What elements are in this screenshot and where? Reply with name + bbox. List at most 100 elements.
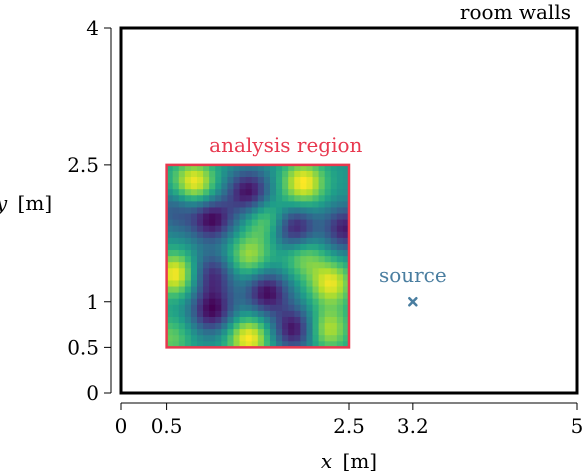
heatmap-cell (312, 286, 320, 294)
heatmap-cell (269, 219, 277, 227)
heatmap-cell (209, 310, 216, 318)
heatmap-cell (166, 201, 174, 209)
heatmap-cell (166, 262, 174, 269)
heatmap-cell (172, 316, 180, 324)
heatmap-cell (288, 341, 295, 348)
heatmap-cell (342, 183, 350, 190)
heatmap-cell (190, 341, 198, 348)
heatmap-cell (251, 189, 259, 196)
heatmap-cell (251, 170, 259, 178)
heatmap-cell (172, 189, 180, 196)
heatmap-cell (324, 213, 332, 221)
heatmap-cell (227, 298, 235, 306)
heatmap-cell (215, 219, 222, 227)
heatmap-cell (233, 177, 241, 184)
heatmap-cell (324, 164, 332, 172)
heatmap-cell (239, 286, 247, 294)
heatmap-cell (166, 183, 174, 190)
heatmap-cell (209, 164, 216, 172)
heatmap-cell (318, 170, 326, 178)
heatmap-cell (251, 310, 259, 318)
heatmap-cell (342, 262, 350, 269)
heatmap-cell (263, 225, 271, 233)
heatmap-cell (276, 298, 283, 306)
heatmap-cell (233, 207, 241, 215)
heatmap-cell (233, 292, 241, 300)
heatmap-cell (215, 183, 222, 190)
heatmap-cell (251, 201, 259, 209)
heatmap-cell (318, 268, 326, 275)
heatmap-cell (300, 183, 308, 190)
heatmap-cell (215, 177, 222, 184)
heatmap-cell (197, 237, 204, 245)
heatmap-cell (221, 243, 228, 251)
heatmap-cell (276, 170, 283, 178)
heatmap-cell (324, 323, 332, 330)
heatmap-cell (209, 298, 216, 306)
heatmap-cell (251, 280, 259, 288)
heatmap-cell (257, 243, 265, 251)
heatmap-cell (209, 201, 216, 209)
heatmap-cell (282, 225, 289, 233)
heatmap-cell (215, 316, 222, 324)
heatmap-cell (245, 243, 253, 251)
heatmap-cell (190, 256, 198, 263)
heatmap-cell (330, 323, 338, 330)
heatmap-cell (251, 243, 259, 251)
heatmap-cell (190, 286, 198, 294)
heatmap-cell (300, 231, 308, 239)
heatmap-cell (342, 341, 350, 348)
heatmap-cell (324, 329, 332, 336)
heatmap-cell (330, 207, 338, 215)
heatmap-cell (221, 310, 228, 318)
heatmap-cell (336, 298, 344, 306)
heatmap-cell (318, 335, 326, 342)
heatmap-cell (184, 310, 192, 318)
heatmap-cell (257, 219, 265, 227)
heatmap-cell (300, 201, 308, 209)
heatmap-cell (263, 195, 271, 202)
heatmap-cell (221, 286, 228, 294)
heatmap-cell (300, 274, 308, 282)
heatmap-cell (257, 316, 265, 324)
heatmap-cell (184, 237, 192, 245)
heatmap-cell (318, 250, 326, 257)
heatmap-cell (324, 256, 332, 263)
heatmap-cell (178, 213, 186, 221)
heatmap-cell (190, 329, 198, 336)
heatmap-cell (172, 304, 180, 312)
x-tick-label: 5 (571, 414, 584, 438)
heatmap-cell (276, 329, 283, 336)
heatmap-cell (221, 262, 228, 269)
heatmap-cell (184, 195, 192, 202)
heatmap-cell (342, 243, 350, 251)
heatmap-cell (276, 274, 283, 282)
heatmap-cell (282, 292, 289, 300)
heatmap-cell (245, 323, 253, 330)
heatmap-cell (312, 177, 320, 184)
heatmap-cell (197, 170, 204, 178)
heatmap-cell (342, 292, 350, 300)
heatmap-cell (336, 274, 344, 282)
heatmap-cell (269, 298, 277, 306)
heatmap-cell (184, 286, 192, 294)
x-axis-ticks: 0 0.5 2.5 3.2 5 (115, 403, 584, 438)
heatmap-cell (294, 292, 301, 300)
heatmap-cell (288, 250, 295, 257)
heatmap-cell (245, 177, 253, 184)
y-axis-label-var: y (0, 191, 8, 215)
heatmap-cell (257, 213, 265, 221)
heatmap-cell (269, 286, 277, 294)
heatmap-cell (263, 286, 271, 294)
heatmap-cell (197, 262, 204, 269)
heatmap-cell (324, 243, 332, 251)
heatmap-cell (324, 316, 332, 324)
heatmap-cell (227, 292, 235, 300)
heatmap-cell (306, 304, 314, 312)
heatmap-cell (288, 225, 295, 233)
heatmap-cell (221, 250, 228, 257)
heatmap-cell (166, 298, 174, 306)
heatmap-cell (166, 280, 174, 288)
heatmap-cell (184, 329, 192, 336)
heatmap-cell (294, 189, 301, 196)
